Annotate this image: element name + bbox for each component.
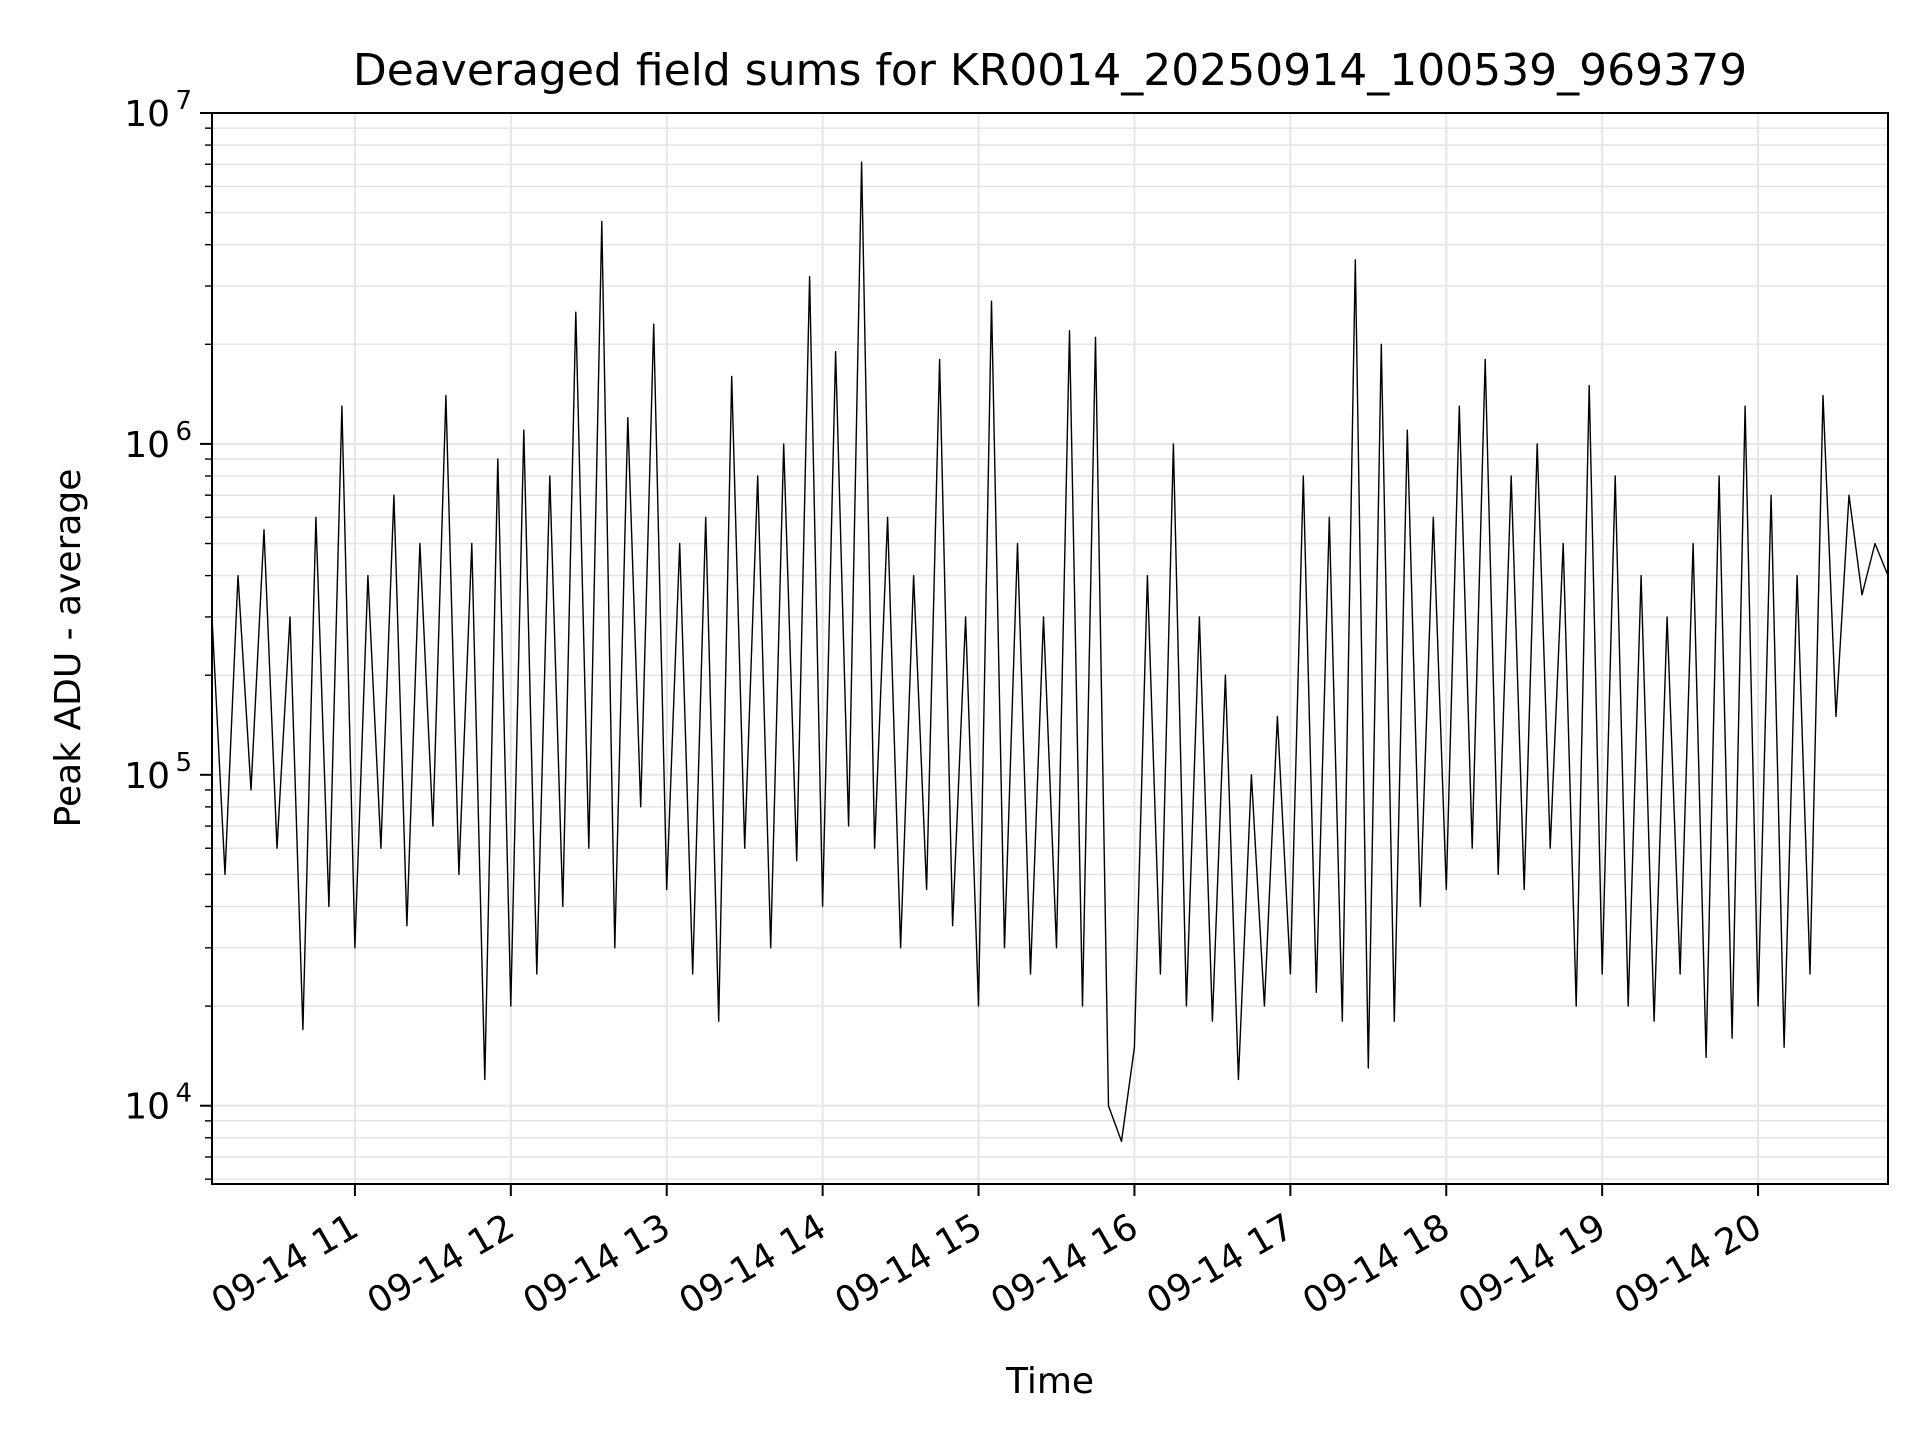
chart-title: Deaveraged field sums for KR0014_2025091…: [353, 45, 1747, 96]
y-axis-label: Peak ADU - average: [48, 469, 89, 828]
y-tick-label: 10: [124, 425, 170, 466]
y-tick-label-exponent: 7: [175, 86, 192, 116]
series-line: [211, 161, 1889, 1143]
plot-frame: [211, 112, 1889, 1185]
y-tick-label-exponent: 6: [175, 417, 192, 447]
y-tick-label: 10: [124, 756, 170, 797]
series-layer: [211, 161, 1889, 1143]
y-tick-label-base: 10: [124, 756, 170, 797]
y-tick-label-exponent: 4: [175, 1079, 192, 1109]
y-tick-label-base: 10: [124, 94, 170, 135]
grid: [212, 112, 1888, 1184]
y-tick-label: 10: [124, 1087, 170, 1128]
y-tick-label-exponent: 5: [175, 748, 192, 778]
y-tick-label-base: 10: [124, 425, 170, 466]
y-tick-label: 10: [124, 94, 170, 135]
x-axis-label: Time: [1005, 1361, 1094, 1402]
y-tick-label-base: 10: [124, 1087, 170, 1128]
